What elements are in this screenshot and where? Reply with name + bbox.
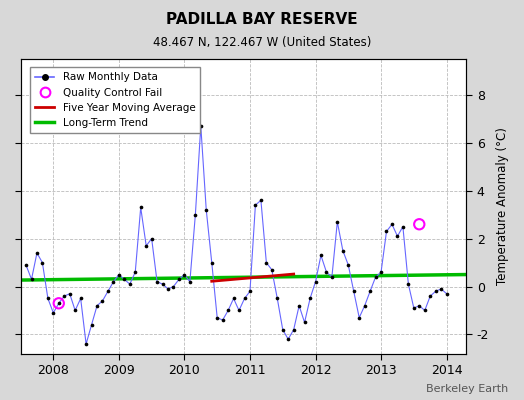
Point bbox=[88, 322, 96, 328]
Point bbox=[120, 276, 128, 282]
Point bbox=[431, 288, 440, 294]
Point bbox=[393, 233, 401, 240]
Point bbox=[208, 259, 216, 266]
Point bbox=[54, 300, 63, 306]
Point bbox=[60, 293, 69, 299]
Point bbox=[224, 307, 232, 314]
Point bbox=[126, 281, 134, 287]
Point bbox=[77, 295, 85, 302]
Point bbox=[137, 204, 145, 211]
Legend: Raw Monthly Data, Quality Control Fail, Five Year Moving Average, Long-Term Tren: Raw Monthly Data, Quality Control Fail, … bbox=[30, 67, 201, 133]
Point bbox=[131, 269, 139, 275]
Point bbox=[410, 305, 418, 311]
Point bbox=[99, 298, 107, 304]
Point bbox=[289, 326, 298, 333]
Point bbox=[82, 341, 90, 347]
Point bbox=[241, 295, 249, 302]
Point bbox=[426, 293, 434, 299]
Point bbox=[169, 283, 178, 290]
Point bbox=[246, 288, 254, 294]
Point bbox=[442, 290, 451, 297]
Point bbox=[399, 224, 407, 230]
Point bbox=[279, 326, 287, 333]
Point bbox=[344, 262, 353, 268]
Point bbox=[273, 295, 281, 302]
Point bbox=[54, 300, 63, 306]
Point bbox=[213, 314, 221, 321]
Point bbox=[43, 295, 52, 302]
Text: Berkeley Earth: Berkeley Earth bbox=[426, 384, 508, 394]
Point bbox=[230, 295, 238, 302]
Point bbox=[262, 259, 270, 266]
Point bbox=[175, 276, 183, 282]
Point bbox=[202, 207, 211, 213]
Point bbox=[235, 307, 243, 314]
Text: PADILLA BAY RESERVE: PADILLA BAY RESERVE bbox=[166, 12, 358, 27]
Point bbox=[268, 266, 276, 273]
Point bbox=[328, 274, 336, 280]
Point bbox=[185, 278, 194, 285]
Point bbox=[372, 274, 380, 280]
Point bbox=[104, 288, 112, 294]
Point bbox=[366, 288, 374, 294]
Point bbox=[22, 262, 30, 268]
Point bbox=[71, 307, 79, 314]
Point bbox=[415, 302, 423, 309]
Point bbox=[355, 314, 364, 321]
Point bbox=[27, 276, 36, 282]
Point bbox=[115, 271, 123, 278]
Point bbox=[147, 236, 156, 242]
Point bbox=[284, 336, 292, 342]
Point bbox=[311, 278, 320, 285]
Point bbox=[388, 221, 396, 228]
Point bbox=[32, 250, 41, 256]
Point bbox=[333, 219, 342, 225]
Point bbox=[361, 302, 369, 309]
Point bbox=[153, 278, 161, 285]
Point bbox=[377, 269, 385, 275]
Point bbox=[339, 247, 347, 254]
Point bbox=[219, 317, 227, 323]
Point bbox=[322, 269, 331, 275]
Point bbox=[316, 252, 325, 258]
Point bbox=[164, 286, 172, 292]
Point bbox=[38, 259, 47, 266]
Point bbox=[251, 202, 259, 208]
Point bbox=[350, 288, 358, 294]
Point bbox=[295, 302, 303, 309]
Y-axis label: Temperature Anomaly (°C): Temperature Anomaly (°C) bbox=[496, 127, 509, 285]
Point bbox=[93, 302, 101, 309]
Point bbox=[180, 271, 189, 278]
Point bbox=[257, 197, 265, 204]
Point bbox=[300, 319, 309, 326]
Point bbox=[306, 295, 314, 302]
Point bbox=[383, 228, 391, 235]
Text: 48.467 N, 122.467 W (United States): 48.467 N, 122.467 W (United States) bbox=[153, 36, 371, 49]
Point bbox=[437, 286, 445, 292]
Point bbox=[109, 278, 117, 285]
Point bbox=[415, 221, 423, 228]
Point bbox=[191, 212, 200, 218]
Point bbox=[158, 281, 167, 287]
Point bbox=[49, 310, 58, 316]
Point bbox=[142, 243, 150, 249]
Point bbox=[421, 307, 429, 314]
Point bbox=[66, 290, 74, 297]
Point bbox=[404, 281, 412, 287]
Point bbox=[196, 123, 205, 129]
